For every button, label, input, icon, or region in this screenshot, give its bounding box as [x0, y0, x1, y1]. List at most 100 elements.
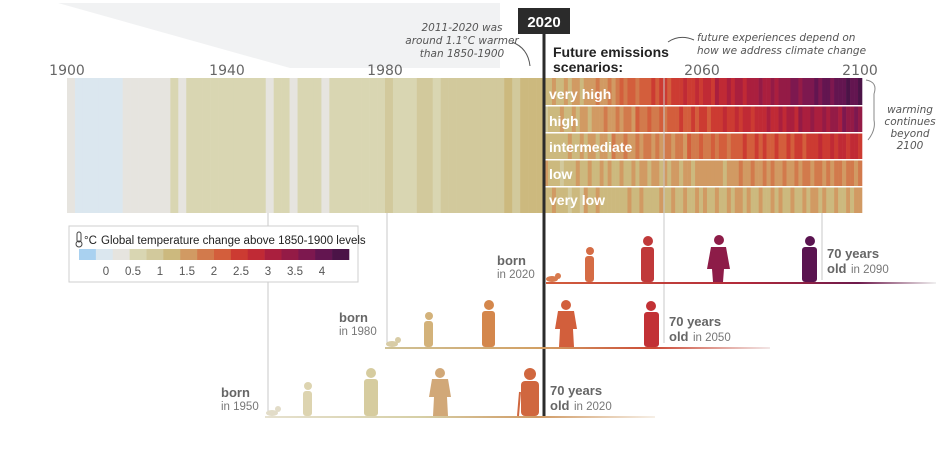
stripe-intermediate-2063: [714, 133, 720, 159]
stripe-2002: [472, 78, 481, 213]
stripe-very-low-2099: [858, 187, 863, 213]
stripe-very-high-2048: [655, 78, 660, 105]
stripe-very-high-2079: [778, 78, 783, 105]
stripe-low-2032: [591, 160, 596, 186]
legend-swatch-13: [298, 249, 316, 260]
stripe-very-high-2042: [631, 78, 636, 105]
stripe-low-2083: [794, 160, 799, 186]
stripe-very-high-2040: [623, 78, 628, 105]
stripe-very-high-2097: [850, 78, 855, 105]
legend-swatch-7: [197, 249, 215, 260]
stripe-low-2033: [595, 160, 600, 186]
stripe-low-2076: [766, 160, 771, 186]
stripe-high-2062: [710, 106, 716, 132]
stripe-high-2060: [703, 106, 708, 132]
stripe-very-high-2032: [591, 78, 596, 105]
stripe-low-2057: [691, 160, 696, 186]
stripe-very-low-2044: [639, 187, 644, 213]
left-note-arrow: [511, 41, 531, 67]
stripe-high-2075: [762, 106, 767, 132]
stripe-very-high-2085: [802, 78, 807, 105]
stripe-2004: [480, 78, 489, 213]
stripe-1936: [210, 78, 219, 213]
legend-swatch-12: [281, 249, 299, 260]
stripe-intermediate-2073: [754, 133, 759, 159]
stripe-very-low-2052: [671, 187, 676, 213]
stripe-intermediate-2071: [746, 133, 751, 159]
stripe-very-low-2081: [786, 187, 791, 213]
person-infant-icon: [386, 337, 401, 347]
stripe-low-2069: [738, 160, 744, 186]
stripe-low-2081: [786, 160, 791, 186]
stripe-1928: [178, 78, 187, 213]
timeline-2020: [546, 282, 936, 284]
stripe-intermediate-2039: [619, 133, 624, 159]
stripe-very-high-2095: [842, 78, 847, 105]
stripe-1922: [154, 78, 163, 213]
stripe-very-low-2051: [667, 187, 672, 213]
stripe-low-2023: [555, 160, 561, 186]
stripe-very-low-2077: [770, 187, 775, 213]
stripe-intermediate-2074: [758, 133, 763, 159]
stripe-very-high-2047: [651, 78, 656, 105]
stripe-very-low-2055: [683, 187, 688, 213]
stripe-intermediate-2069: [738, 133, 744, 159]
year-2020-label: 2020: [527, 14, 560, 31]
stripe-very-low-2031: [587, 187, 592, 213]
stripe-high-2022: [551, 106, 557, 132]
stripe-low-2066: [726, 160, 732, 186]
stripe-intermediate-2027: [571, 133, 577, 159]
right-note-bracket: [865, 79, 876, 141]
stripe-very-low-2030: [583, 187, 589, 213]
stripe-high-2093: [834, 106, 839, 132]
stripe-very-low-2057: [691, 187, 696, 213]
born-year-1980: in 1980: [339, 326, 377, 338]
stripe-high-2035: [603, 106, 608, 132]
stripe-very-high-2020: [544, 78, 549, 105]
stripe-1982: [392, 78, 402, 213]
stripe-low-2037: [611, 160, 616, 186]
stripe-1942: [233, 78, 243, 213]
stripe-very-high-2063: [714, 78, 720, 105]
stripe-high-2046: [647, 106, 652, 132]
stripe-high-2059: [699, 106, 704, 132]
stripe-intermediate-2046: [647, 133, 652, 159]
stripe-intermediate-2066: [726, 133, 732, 159]
timeline-1980: [385, 347, 770, 349]
scenario-label-low: low: [549, 166, 572, 182]
stripe-low-2078: [774, 160, 779, 186]
stripe-low-2085: [802, 160, 807, 186]
stripe-low-2061: [706, 160, 712, 186]
stripe-very-high-2046: [647, 78, 652, 105]
stripe-low-2075: [762, 160, 767, 186]
stripe-intermediate-2058: [695, 133, 700, 159]
stripe-very-low-2062: [710, 187, 716, 213]
year-2020-marker: 2020: [518, 8, 570, 418]
stripe-intermediate-2070: [742, 133, 748, 159]
stripe-high-2095: [842, 106, 847, 132]
stripe-low-2025: [563, 160, 569, 186]
stripe-low-2086: [806, 160, 811, 186]
stripe-very-high-2057: [691, 78, 696, 105]
stripe-1972: [353, 78, 362, 213]
person-infant-icon: [266, 406, 281, 416]
stripe-intermediate-2086: [806, 133, 811, 159]
stripe-low-2080: [782, 160, 787, 186]
stripe-intermediate-2047: [651, 133, 656, 159]
stripe-low-2026: [567, 160, 573, 186]
stripe-very-high-2041: [627, 78, 632, 105]
scenario-row-intermediate: [544, 133, 863, 159]
stripe-intermediate-2037: [611, 133, 616, 159]
legend-swatch-11: [264, 249, 282, 260]
stripe-very-high-2096: [846, 78, 851, 105]
stripe-high-2020: [544, 106, 549, 132]
stripe-high-2040: [623, 106, 628, 132]
header-band: [58, 3, 500, 68]
stripe-low-2020: [544, 160, 549, 186]
born-year-2020: in 2020: [497, 269, 535, 281]
scenarios-title-line-2: scenarios:: [553, 59, 623, 75]
stripe-very-high-2037: [611, 78, 616, 105]
stripe-very-low-2079: [778, 187, 783, 213]
stripe-low-2079: [778, 160, 783, 186]
stripe-intermediate-2020: [544, 133, 549, 159]
